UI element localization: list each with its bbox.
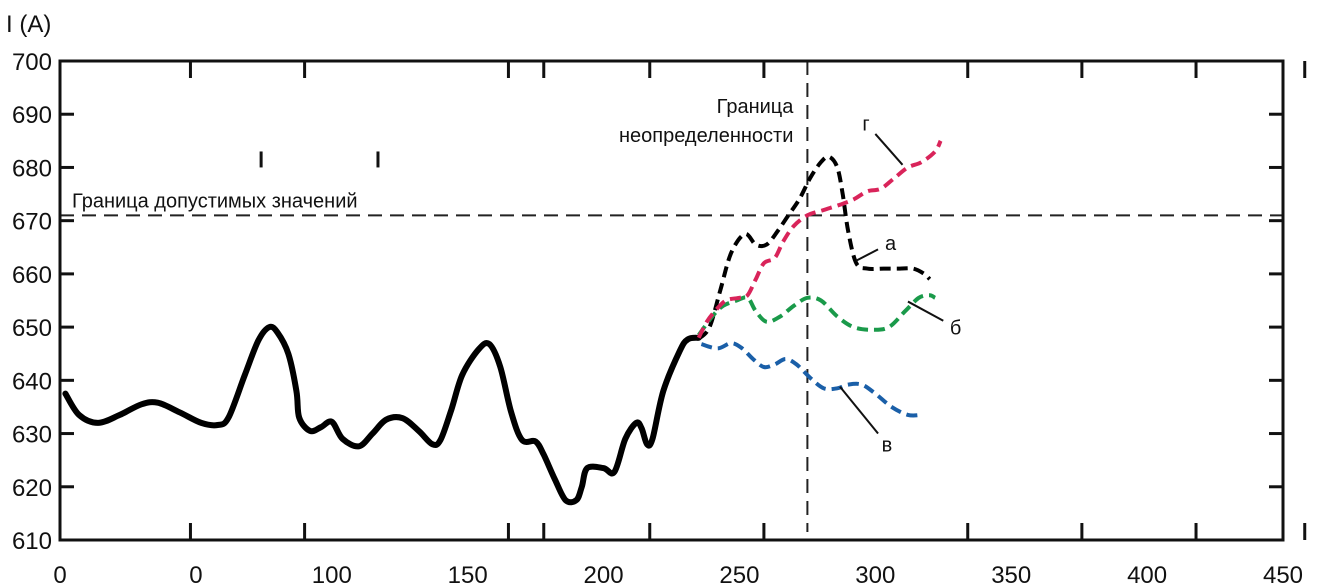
x-tick-label: 250 [719, 562, 759, 585]
series-label-b: б [950, 317, 961, 339]
y-tick-label: 620 [12, 475, 52, 502]
plot-frame [58, 59, 1285, 542]
y-tick-label: 700 [12, 49, 52, 76]
x-tick-label: 100 [312, 562, 352, 585]
series-label-g: г [862, 113, 869, 135]
series-leader-b [907, 300, 944, 322]
series-line-b [697, 293, 937, 337]
y-tick-label: 690 [12, 102, 52, 129]
y-tick-label: 680 [12, 155, 52, 182]
series-leader-v [839, 386, 879, 435]
x-tick-label: 0 [53, 562, 66, 585]
y-tick-label: 670 [12, 209, 52, 236]
y-tick-label: 630 [12, 422, 52, 449]
uncertainty-label-line1: Граница [717, 96, 795, 118]
series-leader-a [855, 248, 879, 262]
series-annotations: а б в г [839, 113, 961, 456]
axis-ticks [60, 59, 1307, 542]
limit-line-label: Граница допустимых значений [72, 190, 358, 212]
y-tick-label: 610 [12, 528, 52, 555]
x-tick-label: 400 [1127, 562, 1167, 585]
series-leader-g [874, 133, 904, 166]
x-tick-label: 300 [855, 562, 895, 585]
x-tick-label: 0 [189, 562, 202, 585]
x-tick-label: 200 [584, 562, 624, 585]
x-tick-label: 450 [1263, 562, 1303, 585]
series-line-a [697, 154, 932, 341]
series-group [62, 139, 943, 506]
x-tick-label: 350 [991, 562, 1031, 585]
series-line-history [62, 323, 702, 506]
x-tick-labels: 0 0 100 150 200 250 300 350 400 450 [53, 562, 1303, 585]
y-tick-label: 660 [12, 262, 52, 289]
x-tick-label: 150 [448, 562, 488, 585]
uncertainty-label-line2: неопределенности [619, 125, 793, 147]
series-line-v [700, 341, 922, 418]
y-tick-labels: 700 690 680 670 660 650 640 630 620 610 [12, 49, 52, 555]
y-tick-label: 640 [12, 368, 52, 395]
y-tick-label: 650 [12, 315, 52, 342]
series-label-v: в [882, 434, 893, 456]
y-axis-label: I (A) [6, 11, 51, 38]
series-line-g [696, 139, 943, 339]
series-label-a: а [885, 233, 897, 255]
